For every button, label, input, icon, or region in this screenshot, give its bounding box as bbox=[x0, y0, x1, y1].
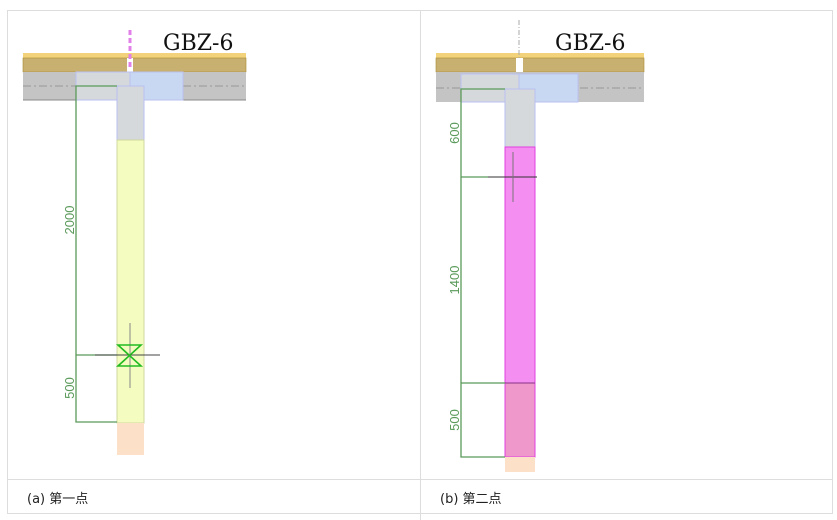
table-divider bbox=[420, 10, 421, 520]
dimension-label: 500 bbox=[62, 377, 77, 399]
column-segment bbox=[504, 146, 536, 384]
figure-caption: (a) 第一点 bbox=[27, 492, 89, 507]
table-divider bbox=[7, 479, 833, 480]
column-base bbox=[117, 423, 144, 455]
column-segment bbox=[504, 382, 536, 458]
column-base bbox=[505, 457, 535, 472]
column-top bbox=[504, 88, 536, 148]
dimension-label: 2000 bbox=[62, 206, 77, 235]
dimension-line bbox=[460, 88, 505, 458]
figure-title: GBZ-6 bbox=[163, 31, 233, 56]
dimension-label: 1400 bbox=[447, 266, 462, 295]
dimension-label: 600 bbox=[447, 122, 462, 144]
point-marker-icon bbox=[115, 344, 144, 367]
figure-title: GBZ-6 bbox=[555, 31, 625, 56]
dimension-label: 500 bbox=[447, 409, 462, 431]
figure-caption: (b) 第二点 bbox=[440, 492, 502, 507]
